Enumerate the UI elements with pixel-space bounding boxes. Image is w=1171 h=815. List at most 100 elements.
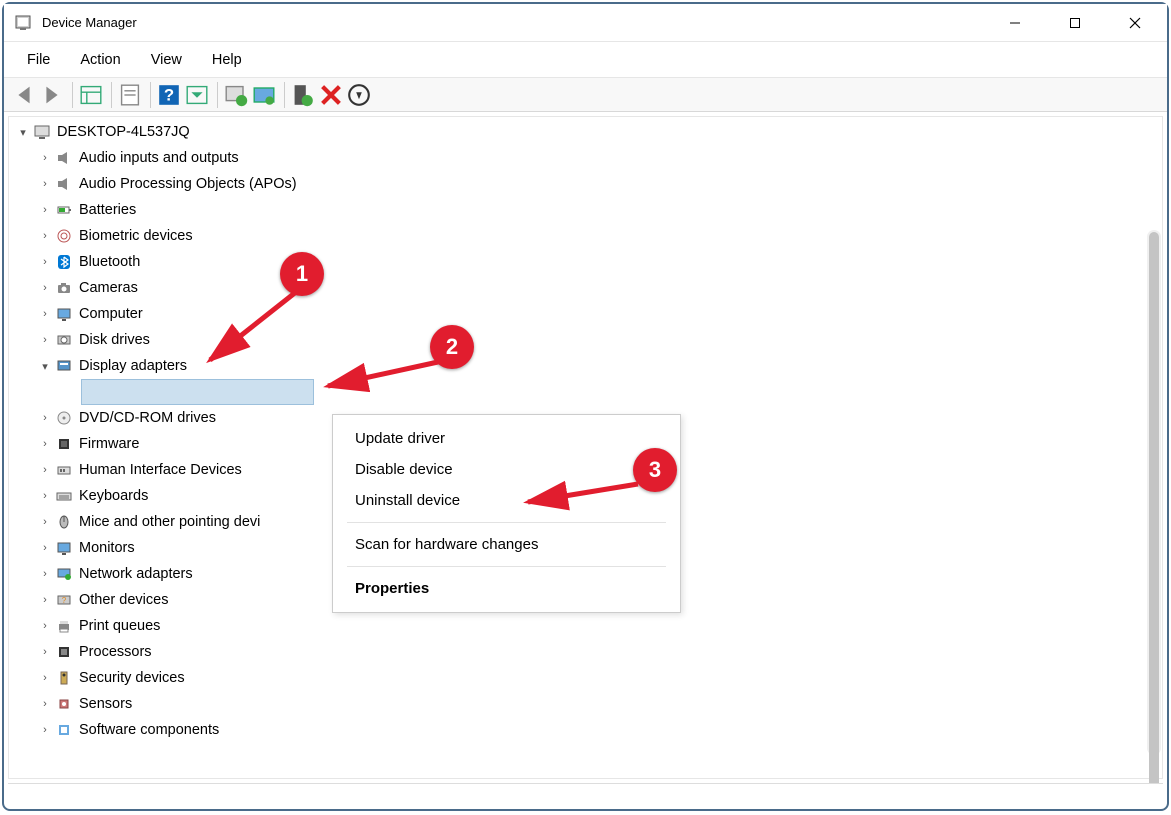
tree-item[interactable]: › Cameras [37,275,1162,301]
menu-help[interactable]: Help [197,46,257,74]
back-button[interactable] [10,83,38,107]
cpu-icon [55,643,73,661]
context-menu-item[interactable]: Disable device [333,454,680,485]
menu-view[interactable]: View [136,46,197,74]
help-button[interactable]: ? [155,83,183,107]
chevron-right-icon[interactable]: › [37,178,53,190]
svg-text:?: ? [164,85,174,104]
speaker-icon [55,175,73,193]
tree-root[interactable]: ▾ DESKTOP-4L537JQ [15,119,1162,145]
action-center-button[interactable] [183,83,211,107]
chevron-right-icon[interactable]: › [37,256,53,268]
enable-button[interactable] [289,83,317,107]
tree-item-label: Audio Processing Objects (APOs) [79,176,297,192]
hid-icon [55,461,73,479]
vertical-scrollbar[interactable] [1147,230,1161,755]
context-menu: Update driverDisable deviceUninstall dev… [332,414,681,613]
chevron-right-icon[interactable]: › [37,698,53,710]
maximize-button[interactable] [1045,4,1105,41]
chevron-right-icon[interactable]: › [37,204,53,216]
bluetooth-icon [55,253,73,271]
chevron-right-icon[interactable]: › [37,490,53,502]
chevron-right-icon[interactable]: › [37,334,53,346]
context-menu-item[interactable]: Uninstall device [333,485,680,516]
tree-item[interactable]: › Processors [37,639,1162,665]
toolbar: ? [4,78,1167,112]
tree-item[interactable]: › Audio Processing Objects (APOs) [37,171,1162,197]
context-menu-item[interactable]: Scan for hardware changes [333,529,680,560]
context-menu-separator [347,566,666,567]
tree-item[interactable]: › Print queues [37,613,1162,639]
tree-item-label: Computer [79,306,143,322]
sensor-icon [55,695,73,713]
uninstall-button[interactable] [317,83,345,107]
tree-item[interactable]: › Security devices [37,665,1162,691]
tree-item[interactable]: › Sensors [37,691,1162,717]
tree-item-label: Bluetooth [79,254,140,270]
selected-device[interactable] [81,379,314,405]
disk-icon [55,331,73,349]
tree-item-label: Software components [79,722,219,738]
chevron-right-icon[interactable]: › [37,308,53,320]
chevron-right-icon[interactable]: › [37,672,53,684]
chevron-right-icon[interactable]: › [37,620,53,632]
tree-item[interactable]: › Bluetooth [37,249,1162,275]
battery-icon [55,201,73,219]
update-driver-button[interactable] [222,83,250,107]
speaker-icon [55,149,73,167]
chevron-right-icon[interactable]: › [37,724,53,736]
tree-item[interactable]: › Audio inputs and outputs [37,145,1162,171]
minimize-button[interactable] [985,4,1045,41]
software-icon [55,721,73,739]
menu-file[interactable]: File [12,46,65,74]
security-icon [55,669,73,687]
chevron-right-icon[interactable]: › [37,646,53,658]
tree-item[interactable]: ▾ Display adapters [37,353,1162,379]
window-controls [985,4,1165,41]
chevron-right-icon[interactable]: › [37,438,53,450]
chevron-right-icon[interactable]: › [37,282,53,294]
tree-item[interactable]: › Software components [37,717,1162,743]
menu-action[interactable]: Action [65,46,135,74]
properties-button[interactable] [116,83,144,107]
menu-bar: File Action View Help [4,42,1167,78]
annotation-badge: 3 [633,448,677,492]
tree-item-label: Sensors [79,696,132,712]
window-title: Device Manager [42,15,985,30]
tree-item-label: Monitors [79,540,135,556]
tree-item-label: Cameras [79,280,138,296]
close-button[interactable] [1105,4,1165,41]
device-manager-window: Device Manager File Action View Help ? [2,2,1169,811]
show-hide-tree-button[interactable] [77,83,105,107]
tree-item[interactable]: › Computer [37,301,1162,327]
chevron-right-icon[interactable]: › [37,568,53,580]
context-menu-item[interactable]: Properties [333,573,680,604]
chevron-right-icon[interactable]: › [37,542,53,554]
tree-item[interactable]: › Disk drives [37,327,1162,353]
tree-item-label: Print queues [79,618,160,634]
annotation-badge: 2 [430,325,474,369]
scan-button[interactable] [250,83,278,107]
context-menu-item[interactable]: Update driver [333,423,680,454]
context-menu-separator [347,522,666,523]
chevron-right-icon[interactable]: › [37,230,53,242]
tree-item[interactable]: › Biometric devices [37,223,1162,249]
app-icon [14,14,32,32]
chevron-right-icon[interactable]: › [37,152,53,164]
chevron-right-icon[interactable]: › [37,412,53,424]
title-bar: Device Manager [4,4,1167,42]
display-icon [55,357,73,375]
camera-icon [55,279,73,297]
scroll-thumb[interactable] [1149,232,1159,783]
chevron-down-icon[interactable]: ▾ [15,126,31,139]
chevron-right-icon[interactable]: › [37,464,53,476]
other-icon: ? [55,591,73,609]
disable-button[interactable] [345,83,373,107]
chevron-right-icon[interactable]: › [37,516,53,528]
chevron-right-icon[interactable]: › [37,594,53,606]
annotation-badge: 1 [280,252,324,296]
forward-button[interactable] [38,83,66,107]
chevron-down-icon[interactable]: ▾ [37,360,53,373]
fingerprint-icon [55,227,73,245]
tree-item[interactable]: › Batteries [37,197,1162,223]
